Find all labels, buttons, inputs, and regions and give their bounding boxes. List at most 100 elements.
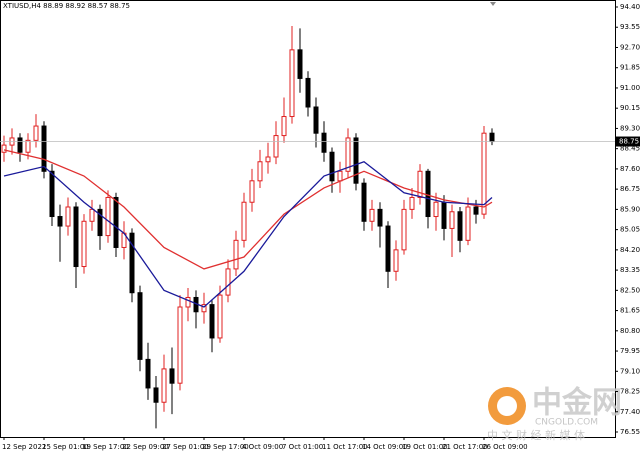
candle-body [137, 292, 143, 360]
candle-body [481, 132, 487, 215]
x-tick-label: 11 Oct 17:00 [322, 443, 368, 451]
candle-body [457, 211, 463, 241]
candle-body [81, 220, 87, 268]
x-tick-label: 12 Sep 2022 [2, 443, 46, 451]
candle-body [105, 196, 111, 237]
candle-body [441, 201, 447, 229]
candle-body [425, 170, 431, 218]
candle-body [465, 206, 471, 241]
y-tick-label: 94.40 [620, 3, 640, 11]
last-price-box [616, 136, 640, 147]
candle-body [89, 208, 95, 222]
logo-inner [497, 396, 517, 416]
y-tick-label: 86.75 [620, 185, 640, 193]
candle-body [145, 358, 151, 389]
y-tick-label: 89.30 [620, 124, 640, 132]
candle-body [241, 201, 247, 241]
candle-body [337, 170, 343, 182]
candle-body [393, 249, 399, 272]
y-tick-label: 91.00 [620, 84, 640, 92]
x-tick-label: 19 Oct 01:00 [402, 443, 448, 451]
y-tick-label: 90.15 [620, 104, 640, 112]
candle-body [361, 182, 367, 222]
candle-body [265, 156, 271, 163]
candle-body [377, 208, 383, 227]
candle-body [57, 216, 63, 227]
candle-body [321, 132, 327, 153]
candle-body [369, 208, 375, 222]
y-tick-label: 77.40 [620, 408, 640, 416]
y-tick-label: 78.25 [620, 388, 640, 396]
candle-body [185, 296, 191, 308]
y-tick-label: 76.55 [620, 428, 640, 436]
brand: 中金网 [532, 386, 622, 421]
candle-body [217, 294, 223, 339]
candle-body [161, 368, 167, 403]
y-tick-label: 79.95 [620, 347, 640, 355]
shift-marker [490, 2, 496, 6]
candle-body [49, 170, 55, 218]
x-tick-label: 21 Oct 17:00 [442, 443, 488, 451]
y-tick-label: 92.70 [620, 43, 640, 51]
candle-body [353, 137, 359, 184]
candle-body [313, 106, 319, 134]
x-tick-label: 27 Sep 01:00 [162, 443, 209, 451]
y-tick-label: 93.55 [620, 23, 640, 31]
candle-body [1, 144, 7, 153]
y-tick-label: 88.45 [620, 145, 640, 153]
candle-body [329, 151, 335, 182]
candle-body [17, 137, 23, 153]
candle-body [281, 116, 287, 137]
x-tick-label: 4 Oct 09:00 [242, 443, 283, 451]
moving-average [3, 161, 493, 308]
candle-body [489, 132, 495, 143]
candle-body [177, 306, 183, 384]
candle-body [473, 206, 479, 215]
candle-body [433, 201, 439, 218]
candle-body [257, 161, 263, 182]
candle-body [305, 77, 311, 108]
x-tick-label: 7 Oct 01:00 [282, 443, 323, 451]
candle-body [209, 304, 215, 339]
chart-title: XTIUSD,H4 88.89 88.92 88.57 88.75 [3, 2, 130, 10]
candle-body [41, 125, 47, 172]
candle-body [249, 180, 255, 203]
candle-body [225, 268, 231, 296]
candle-body [345, 137, 351, 172]
candle-body [233, 239, 239, 270]
candle-body [289, 49, 295, 118]
candle-body [297, 49, 303, 79]
candle-body [169, 368, 175, 384]
candle-body [201, 304, 207, 313]
y-tick-label: 85.90 [620, 205, 640, 213]
watermark: 中金网 CNGOLD.COM 中 文 财 经 新 媒 体 [487, 386, 622, 443]
last-price-label: 88.75 [619, 138, 639, 146]
candle-body [409, 196, 415, 210]
candle-body [417, 170, 423, 198]
candle-body [73, 206, 79, 268]
candle-body [25, 139, 31, 153]
y-tick-label: 87.60 [620, 165, 640, 173]
candle-body [385, 225, 391, 272]
y-tick-label: 83.35 [620, 266, 640, 274]
y-tick-label: 80.80 [620, 327, 640, 335]
y-tick-label: 81.65 [620, 307, 640, 315]
y-tick-label: 82.50 [620, 286, 640, 294]
candle-body [65, 206, 71, 227]
candle-body [113, 196, 119, 248]
moving-average [3, 149, 493, 270]
y-tick-label: 79.10 [620, 367, 640, 375]
slogan: 中 文 财 经 新 媒 体 [487, 428, 585, 442]
y-tick-label: 85.05 [620, 226, 640, 234]
candle-body [33, 125, 39, 141]
x-tick-label: 26 Oct 09:00 [482, 443, 528, 451]
y-tick-label: 84.20 [620, 246, 640, 254]
x-tick-label: 29 Sep 17:00 [202, 443, 249, 451]
candle-body [449, 211, 455, 229]
x-tick-label: 15 Sep 01:00 [42, 443, 89, 451]
site: CNGOLD.COM [535, 418, 598, 428]
x-tick-label: 22 Sep 09:00 [122, 443, 169, 451]
candle-body [153, 387, 159, 403]
candle-body [97, 208, 103, 237]
